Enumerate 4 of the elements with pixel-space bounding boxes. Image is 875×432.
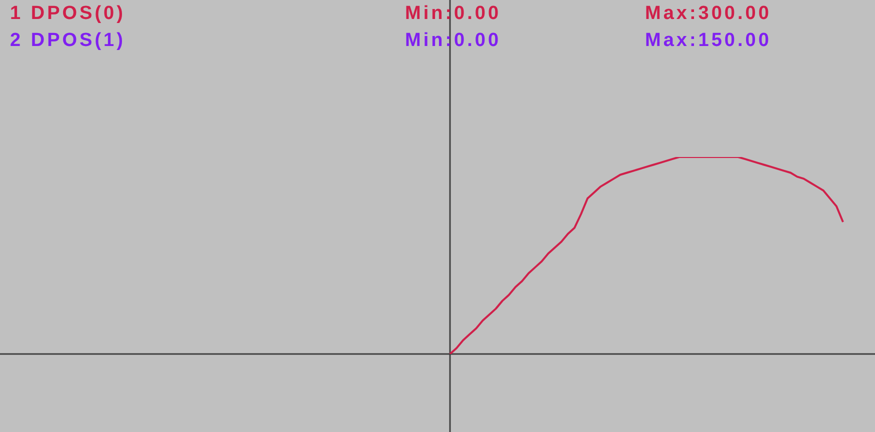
text: 2 DPOS(1) (10, 30, 126, 52)
text: Max:300.00 (645, 3, 772, 25)
text: Max:150.00 (645, 30, 772, 52)
text: 1 DPOS(0) (10, 3, 126, 25)
